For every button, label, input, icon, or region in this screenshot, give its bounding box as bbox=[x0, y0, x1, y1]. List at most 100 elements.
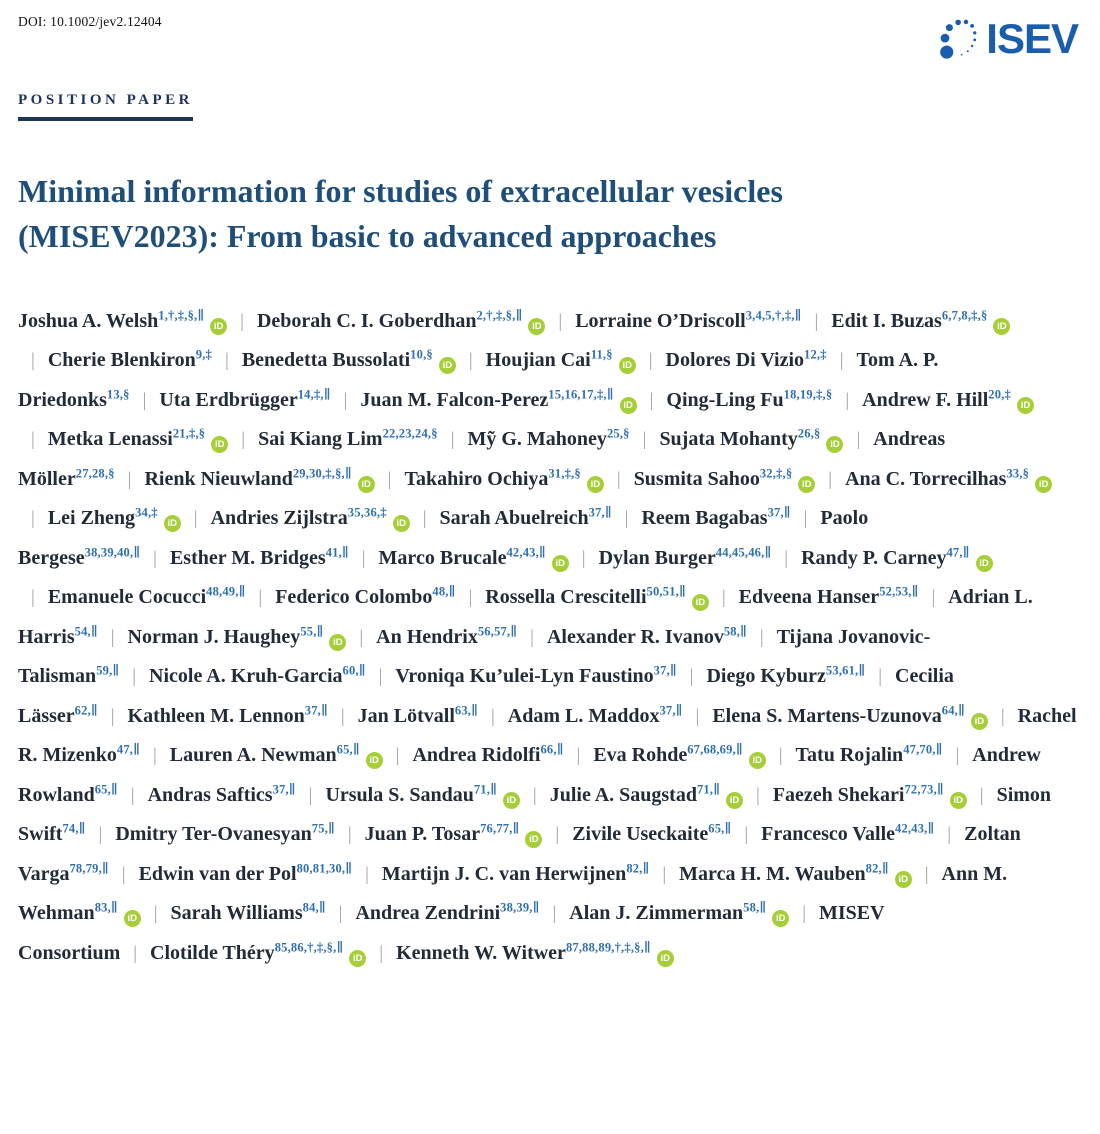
author-name: Ann M. Wehman bbox=[18, 862, 1008, 925]
author-affiliation-superscript: 54,∥ bbox=[74, 624, 98, 639]
author-name: Faezeh Shekari bbox=[772, 783, 905, 806]
author-separator: | bbox=[98, 824, 103, 846]
author-affiliation-superscript: 60,∥ bbox=[342, 663, 366, 678]
orcid-icon[interactable]: iD bbox=[970, 712, 988, 730]
author: Francesco Valle42,43,∥ bbox=[761, 822, 934, 845]
author-name: Jan Lötvall bbox=[357, 704, 455, 727]
orcid-icon[interactable]: iD bbox=[210, 317, 228, 335]
author-affiliation-superscript: 62,∥ bbox=[74, 703, 98, 718]
author-separator: | bbox=[130, 784, 135, 806]
author-name: Tijana Jovanovic-Talisman bbox=[18, 625, 931, 688]
author-affiliation-superscript: 47,∥ bbox=[946, 545, 970, 560]
author-name: Adam L. Maddox bbox=[507, 704, 660, 727]
author-affiliation-superscript: 47,70,∥ bbox=[903, 742, 943, 757]
orcid-icon[interactable]: iD bbox=[528, 317, 546, 335]
author: Ann M. Wehman83,∥ iD bbox=[18, 862, 1008, 928]
orcid-icon[interactable]: iD bbox=[586, 475, 604, 493]
orcid-icon[interactable]: iD bbox=[826, 436, 844, 454]
author: Tom A. P. Driedonks13,§ bbox=[18, 349, 938, 411]
orcid-icon[interactable]: iD bbox=[551, 554, 569, 572]
orcid-icon[interactable]: iD bbox=[1016, 396, 1034, 414]
orcid-icon[interactable]: iD bbox=[748, 752, 766, 770]
author: Andreas Möller27,28,§ bbox=[18, 428, 945, 490]
author-affiliation-superscript: 83,∥ bbox=[94, 900, 118, 915]
isev-logo-text: ISEV bbox=[986, 15, 1079, 62]
author: Dolores Di Vizio12,‡ bbox=[666, 348, 827, 371]
orcid-icon[interactable]: iD bbox=[1035, 475, 1053, 493]
author: Cecilia Lässer62,∥ bbox=[18, 665, 954, 727]
author: Andras Saftics37,∥ bbox=[147, 783, 296, 806]
author: Sarah Williams84,∥ bbox=[170, 901, 326, 925]
orcid-icon[interactable]: iD bbox=[329, 633, 347, 651]
author-name: Nicole A. Kruh-Garcia bbox=[149, 665, 343, 688]
author-affiliation-superscript: 37,∥ bbox=[767, 505, 791, 520]
orcid-icon[interactable]: iD bbox=[949, 791, 967, 809]
author-separator: | bbox=[552, 903, 557, 925]
orcid-icon[interactable]: iD bbox=[123, 910, 141, 928]
author-separator: | bbox=[31, 587, 35, 609]
orcid-icon[interactable]: iD bbox=[211, 436, 229, 454]
author: Andrew F. Hill20,‡ iD bbox=[862, 388, 1034, 414]
author-name: Andrew F. Hill bbox=[862, 388, 989, 411]
author: Sujata Mohanty26,§ iD bbox=[659, 426, 844, 454]
orcid-icon[interactable]: iD bbox=[525, 831, 543, 849]
author-name: Andras Saftics bbox=[147, 783, 273, 806]
author-separator: | bbox=[365, 863, 369, 885]
orcid-icon[interactable]: iD bbox=[438, 357, 456, 375]
author-separator: | bbox=[759, 626, 764, 648]
author: Jan Lötvall63,∥ bbox=[357, 703, 478, 727]
author-name: Esther M. Bridges bbox=[169, 546, 326, 569]
orcid-icon[interactable]: iD bbox=[726, 791, 744, 809]
author-name: Lauren A. Newman bbox=[169, 744, 337, 767]
author-name: Ursula S. Sandau bbox=[325, 783, 474, 806]
author-name: Ana C. Torrecilhas bbox=[845, 467, 1007, 490]
author-affiliation-superscript: 71,∥ bbox=[473, 782, 497, 797]
author-affiliation-superscript: 26,§ bbox=[797, 426, 821, 441]
orcid-icon[interactable]: iD bbox=[894, 870, 912, 888]
author: Randy P. Carney47,∥ iD bbox=[801, 545, 993, 572]
author-affiliation-superscript: 48,∥ bbox=[432, 584, 456, 599]
orcid-icon[interactable]: iD bbox=[691, 594, 709, 612]
author-separator: | bbox=[338, 903, 343, 925]
orcid-icon[interactable]: iD bbox=[349, 949, 367, 967]
author-name: Edwin van der Pol bbox=[138, 862, 297, 885]
author-name: Alexander R. Ivanov bbox=[546, 625, 724, 648]
orcid-icon[interactable]: iD bbox=[993, 317, 1011, 335]
orcid-icon[interactable]: iD bbox=[392, 515, 410, 533]
author-affiliation-superscript: 85,86,†,‡,§,∥ bbox=[274, 940, 344, 955]
author-name: Martijn J. C. van Herwijnen bbox=[381, 862, 627, 885]
author-affiliation-superscript: 22,23,24,§ bbox=[382, 426, 438, 441]
author-name: Juan M. Falcon-Perez bbox=[360, 388, 549, 411]
author: Rienk Nieuwland29,30,‡,§,∥ iD bbox=[144, 467, 375, 493]
author-name: Sarah Williams bbox=[170, 902, 303, 925]
author-name: Rachel R. Mizenko bbox=[18, 704, 1077, 767]
author-affiliation-superscript: 37,∥ bbox=[659, 703, 683, 718]
author-affiliation-superscript: 75,∥ bbox=[311, 821, 335, 836]
author: An Hendrix56,57,∥ bbox=[376, 625, 517, 648]
orcid-icon[interactable]: iD bbox=[357, 475, 375, 493]
author-separator: | bbox=[378, 666, 383, 688]
author-name: Emanuele Cocucci bbox=[47, 586, 207, 609]
orcid-icon[interactable]: iD bbox=[163, 515, 181, 533]
author-separator: | bbox=[132, 666, 137, 688]
orcid-icon[interactable]: iD bbox=[798, 475, 816, 493]
author-separator: | bbox=[258, 587, 263, 609]
author-affiliation-superscript: 48,49,∥ bbox=[206, 584, 246, 599]
author-separator: | bbox=[648, 350, 653, 372]
author-affiliation-superscript: 53,61,∥ bbox=[825, 663, 866, 678]
author: Nicole A. Kruh-Garcia60,∥ bbox=[149, 663, 366, 688]
orcid-icon[interactable]: iD bbox=[772, 910, 790, 928]
author-name: Eva Rohde bbox=[593, 744, 688, 767]
orcid-icon[interactable]: iD bbox=[619, 396, 637, 414]
author-affiliation-superscript: 14,‡,∥ bbox=[297, 387, 331, 402]
orcid-icon[interactable]: iD bbox=[975, 554, 993, 572]
author-separator: | bbox=[856, 429, 861, 451]
author-name: Joshua A. Welsh bbox=[18, 309, 159, 332]
orcid-icon[interactable]: iD bbox=[656, 949, 674, 967]
author: Rossella Crescitelli50,51,∥ iD bbox=[485, 585, 709, 612]
author-affiliation-superscript: 63,∥ bbox=[454, 703, 478, 718]
orcid-icon[interactable]: iD bbox=[365, 752, 383, 770]
author: Edit I. Buzas6,7,8,‡,§ iD bbox=[831, 309, 1011, 335]
orcid-icon[interactable]: iD bbox=[502, 791, 520, 809]
orcid-icon[interactable]: iD bbox=[618, 357, 636, 375]
